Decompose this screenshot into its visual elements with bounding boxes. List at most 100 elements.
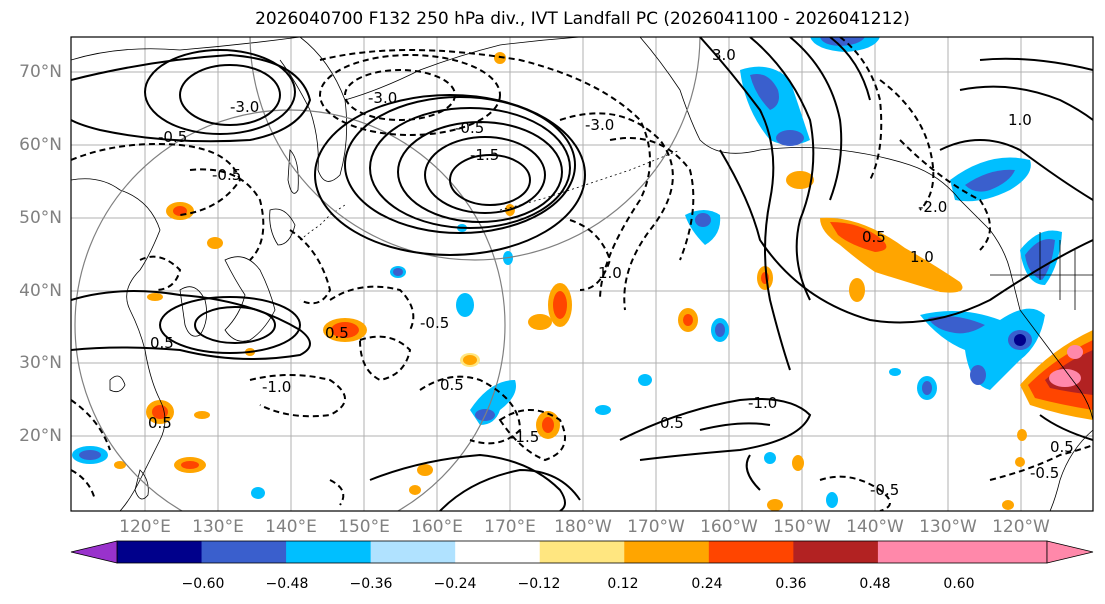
contour-line xyxy=(449,154,531,206)
shade-patch xyxy=(1067,345,1083,359)
contour-line xyxy=(749,37,815,301)
coastline-japan xyxy=(224,256,276,342)
shade-patch xyxy=(683,314,693,326)
shade-patch xyxy=(79,450,101,460)
contour-label: -3.0 xyxy=(368,89,397,107)
lat-label: 70°N xyxy=(19,62,62,82)
contour-label: -0.5 xyxy=(870,481,899,499)
contour-label: 0.5 xyxy=(325,324,349,342)
contour-line xyxy=(609,137,695,261)
shade-patch xyxy=(776,130,804,146)
coastline-kamchatka xyxy=(279,37,348,182)
coastline-taiwan xyxy=(109,375,126,393)
lat-label: 30°N xyxy=(19,353,62,373)
shade-patch xyxy=(638,374,652,386)
lon-label: 150°W xyxy=(773,517,831,537)
shade-patch xyxy=(194,411,210,419)
colorbar-segment xyxy=(117,541,203,563)
colorbar-segment xyxy=(201,541,287,563)
shade-patch xyxy=(1002,500,1014,510)
colorbar-segment xyxy=(624,541,710,563)
coastline-philippines xyxy=(134,469,149,500)
shade-patch xyxy=(1014,334,1026,346)
contour-label: -1.0 xyxy=(262,378,291,396)
contour-line xyxy=(959,85,1093,121)
colorbar-segment xyxy=(793,541,879,563)
range-ring xyxy=(249,37,701,261)
colorbar-segment xyxy=(286,541,372,563)
shade-patch xyxy=(750,74,779,110)
shade-patch xyxy=(595,405,611,415)
contour-line xyxy=(819,475,891,511)
shade-patch xyxy=(152,405,168,419)
shade-patch xyxy=(965,169,1015,192)
shade-patch xyxy=(251,487,265,499)
contour-line xyxy=(569,219,612,291)
border-states xyxy=(1039,232,1076,310)
colorbar-segment xyxy=(708,541,794,563)
contour-label: 1.0 xyxy=(910,248,934,266)
coastline-korea xyxy=(179,286,208,337)
contour-line xyxy=(789,37,843,201)
contour-labels: -3.0 -0.5 -0.5 -1.5 -3.0 -3.0 -0.5 0.5 1… xyxy=(148,46,1074,499)
contour-line xyxy=(194,306,276,344)
plot-frame xyxy=(70,36,1094,512)
contour-line xyxy=(358,335,412,382)
shade-patch xyxy=(922,381,932,395)
shade-patch xyxy=(695,213,711,227)
shade-patch xyxy=(114,461,126,469)
lon-label: 130°E xyxy=(192,517,244,537)
contour-label: -3.0 xyxy=(585,116,614,134)
shade-patch xyxy=(207,237,223,249)
coastline-chukotka xyxy=(344,37,581,101)
colorbar-tick: 0.24 xyxy=(691,576,723,592)
shade-patch xyxy=(764,452,776,464)
contour-line xyxy=(344,96,576,234)
shade-patch xyxy=(463,355,477,365)
lon-label: 170°W xyxy=(627,517,685,537)
shaded-features xyxy=(72,37,1093,511)
colorbar-segment xyxy=(877,541,963,563)
shade-patch xyxy=(456,293,474,317)
colorbar-segment xyxy=(962,541,1048,563)
contour-line xyxy=(329,285,415,331)
contour-line xyxy=(559,112,674,311)
contour-line xyxy=(424,136,546,214)
lon-label: 170°E xyxy=(484,517,536,537)
lon-label: 140°W xyxy=(846,517,904,537)
colorbar-tick: −0.24 xyxy=(433,576,477,592)
contour-line xyxy=(369,453,566,511)
contour-line xyxy=(329,479,345,506)
contour-line xyxy=(71,53,312,143)
contour-label: 0.5 xyxy=(862,228,886,246)
shade-patch xyxy=(1049,369,1081,387)
coastline-na-west xyxy=(989,229,1093,421)
colorbar xyxy=(70,540,1094,564)
contour-line xyxy=(71,399,111,451)
colorbar-extend-max xyxy=(1046,540,1094,564)
shade-patch xyxy=(528,314,552,330)
dashed-contours xyxy=(71,37,1093,511)
contour-label: 0.5 xyxy=(660,414,684,432)
contour-line xyxy=(319,54,501,136)
colorbar-extend-min xyxy=(70,540,118,564)
contour-line xyxy=(745,454,761,491)
lon-label: 120°W xyxy=(992,517,1050,537)
contour-line xyxy=(879,79,935,211)
contour-label: -0.5 xyxy=(158,128,187,146)
lon-label: 160°W xyxy=(700,517,758,537)
shade-patch xyxy=(970,365,986,385)
shade-patch xyxy=(685,210,721,245)
solid-contours xyxy=(71,37,1093,511)
colorbar-segment xyxy=(539,541,625,563)
contour-label: -0.5 xyxy=(1030,464,1059,482)
contour-label: 0.5 xyxy=(440,376,464,394)
contour-line xyxy=(699,422,771,431)
coastline-asia xyxy=(71,178,166,511)
colorbar-tick: 0.36 xyxy=(775,576,807,592)
contour-label: 0.5 xyxy=(1050,438,1074,456)
contour-line xyxy=(314,94,586,256)
shade-patch xyxy=(181,461,199,469)
contour-label: -0.5 xyxy=(455,119,484,137)
contour-line xyxy=(344,69,456,121)
